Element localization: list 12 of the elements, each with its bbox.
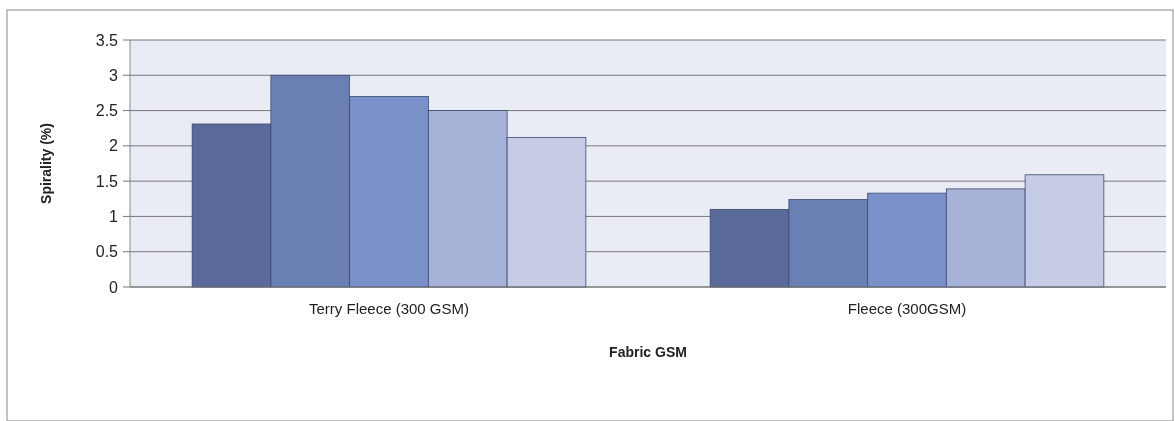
y-tick-label: 0.5 bbox=[95, 243, 119, 261]
y-axis-title: Spirality (%) bbox=[38, 123, 54, 204]
x-tick-label: Terry Fleece (300 GSM) bbox=[308, 300, 470, 318]
y-tick-label: 3.5 bbox=[95, 31, 119, 49]
y-tick-label: 0 bbox=[109, 278, 119, 296]
y-tick-label: 3 bbox=[109, 66, 119, 84]
x-tick-label: Fleece (300GSM) bbox=[847, 300, 967, 318]
y-tick-label: 2 bbox=[109, 137, 119, 155]
x-axis-title: Fabric GSM bbox=[609, 344, 687, 360]
y-tick-label: 1 bbox=[109, 208, 119, 226]
y-tick-label: 2.5 bbox=[95, 102, 119, 120]
y-tick-label: 1.5 bbox=[95, 172, 119, 190]
